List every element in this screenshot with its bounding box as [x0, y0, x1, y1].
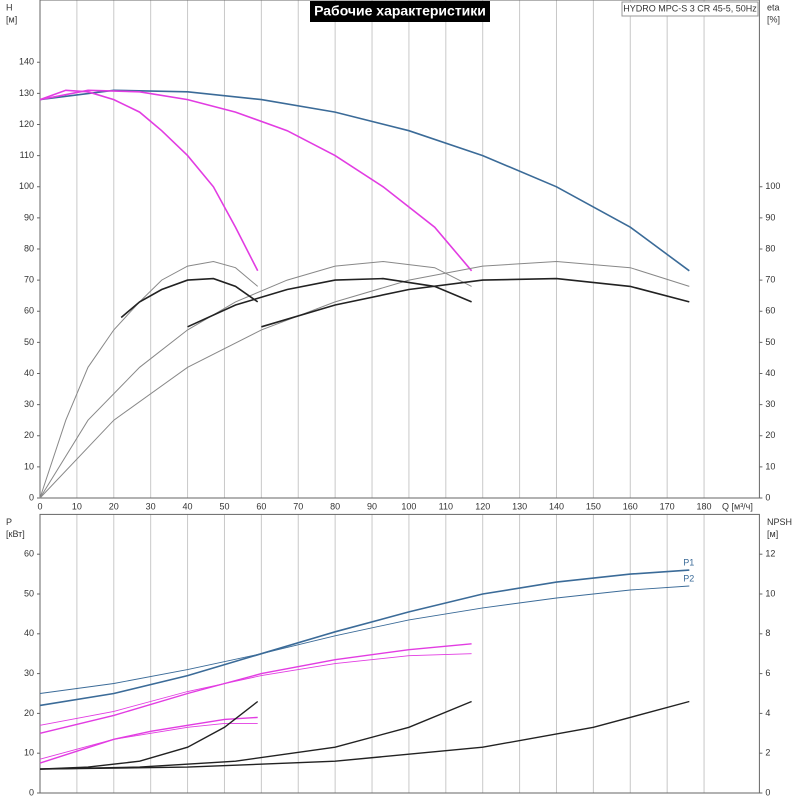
series-label: P2	[683, 573, 694, 583]
y-axis-unit: [кВт]	[6, 529, 25, 539]
series-label: P1	[683, 557, 694, 567]
y2-axis-unit: [%]	[767, 14, 780, 24]
curve	[39, 653, 472, 726]
y2-tick-label: 6	[765, 668, 770, 678]
x-tick-label: 80	[330, 501, 340, 511]
plot-frame	[39, 0, 760, 499]
x-tick-label: 60	[256, 501, 266, 511]
y2-tick-label: 100	[765, 181, 780, 191]
curve	[39, 260, 690, 499]
curve	[39, 89, 690, 272]
y2-tick-label: 30	[765, 399, 775, 409]
curve	[39, 89, 259, 272]
y2-tick-label: 90	[765, 212, 775, 222]
x-tick-label: 10	[72, 501, 82, 511]
y2-tick-label: 8	[765, 628, 770, 638]
y2-tick-label: 20	[765, 430, 775, 440]
y-tick-label: 10	[24, 748, 34, 758]
y2-tick-label: 12	[765, 549, 775, 559]
y-axis-label: H	[6, 2, 13, 12]
y2-tick-label: 80	[765, 243, 775, 253]
y2-tick-label: 70	[765, 275, 775, 285]
y-tick-label: 140	[19, 57, 34, 67]
curve	[187, 277, 472, 328]
x-tick-label: 0	[37, 501, 42, 511]
y-axis-unit: [м]	[6, 14, 17, 24]
y-tick-label: 70	[24, 275, 34, 285]
x-tick-label: 150	[586, 501, 601, 511]
y2-tick-label: 4	[765, 708, 770, 718]
x-tick-label: 110	[439, 501, 453, 511]
curve	[39, 700, 472, 770]
curve	[39, 260, 259, 499]
y-tick-label: 120	[19, 119, 34, 129]
x-tick-label: 90	[367, 501, 377, 511]
y-tick-label: 110	[20, 150, 34, 160]
x-tick-label: 170	[660, 501, 675, 511]
y2-axis-unit: [м]	[767, 529, 778, 539]
y2-tick-label: 40	[765, 368, 775, 378]
subtitle-box	[621, 1, 759, 17]
x-tick-label: 180	[697, 501, 712, 511]
y-tick-label: 30	[24, 399, 34, 409]
chart-subtitle: HYDRO MPC-S 3 CR 45-5, 50Hz	[623, 3, 757, 13]
x-tick-label: 20	[109, 501, 119, 511]
y-tick-label: 40	[24, 368, 34, 378]
x-tick-label: 130	[512, 501, 527, 511]
y-tick-label: 40	[24, 628, 34, 638]
x-tick-label: 100	[401, 501, 416, 511]
curve	[39, 716, 258, 764]
y2-tick-label: 0	[765, 492, 770, 502]
x-tick-label: 160	[623, 501, 638, 511]
y-tick-label: 10	[24, 461, 34, 471]
x-tick-label: 50	[219, 501, 229, 511]
y-tick-label: 20	[24, 708, 34, 718]
curve	[39, 643, 472, 734]
x-tick-label: 140	[549, 501, 564, 511]
y2-tick-label: 10	[765, 461, 775, 471]
curve	[39, 700, 690, 770]
curve	[39, 700, 259, 770]
y-tick-label: 50	[24, 337, 34, 347]
y-tick-label: 130	[19, 88, 34, 98]
y-tick-label: 20	[24, 430, 34, 440]
curve	[120, 277, 259, 319]
plot-frame	[39, 513, 760, 794]
y-tick-label: 0	[29, 492, 34, 502]
y2-tick-label: 10	[765, 588, 775, 598]
y2-axis-label: NPSH	[767, 517, 792, 527]
curve	[39, 569, 690, 707]
x-tick-label: 30	[146, 501, 156, 511]
y2-axis-label: eta	[767, 2, 780, 12]
title-box	[310, 1, 490, 22]
y-tick-label: 60	[24, 549, 34, 559]
x-tick-label: 120	[475, 501, 490, 511]
x-axis-label: Q [м³/ч]	[722, 501, 753, 511]
y-axis-label: P	[6, 517, 12, 527]
y2-tick-label: 2	[765, 748, 770, 758]
curve	[39, 89, 473, 272]
y-tick-label: 80	[24, 243, 34, 253]
y-tick-label: 50	[24, 588, 34, 598]
chart-title: Рабочие характеристики	[314, 3, 486, 19]
y-tick-label: 60	[24, 306, 34, 316]
y2-tick-label: 50	[765, 337, 775, 347]
y-tick-label: 30	[24, 668, 34, 678]
y-tick-label: 0	[29, 787, 34, 797]
y2-tick-label: 0	[765, 787, 770, 797]
curve	[261, 277, 690, 328]
y-tick-label: 100	[19, 181, 34, 191]
x-tick-label: 70	[293, 501, 303, 511]
y2-tick-label: 60	[765, 306, 775, 316]
curve	[39, 260, 472, 499]
y-tick-label: 90	[24, 212, 34, 222]
curve	[39, 585, 690, 694]
curve	[39, 722, 258, 760]
x-tick-label: 40	[183, 501, 193, 511]
